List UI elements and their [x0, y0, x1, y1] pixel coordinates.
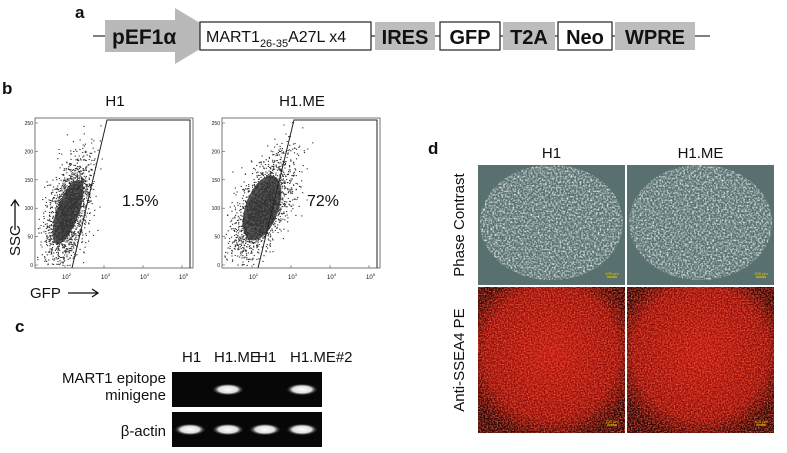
element-shade: [615, 22, 695, 50]
lane-label: H1: [257, 349, 276, 366]
element-label: T2A: [510, 27, 548, 49]
gate-percent: 1.5%: [122, 193, 158, 210]
x-tick-label: 104: [140, 272, 150, 281]
y-tick-label: 150: [212, 178, 221, 184]
text-part: 5: [186, 272, 189, 277]
plot-title: H1: [105, 93, 124, 110]
x-axis-label: GFP: [30, 285, 61, 302]
scatter-dots: [37, 125, 103, 266]
y-tick-label: 50: [27, 235, 33, 241]
text-part: 3: [108, 272, 111, 277]
x-tick-label: 102: [62, 272, 72, 281]
text-part: 4: [147, 272, 150, 277]
text-part: 4: [334, 272, 337, 277]
gate: [71, 119, 191, 269]
scale-bar-label: 100 μm: [754, 419, 768, 424]
gate-percent: 72%: [307, 193, 339, 210]
lane-label: H1.ME: [214, 349, 260, 366]
text-part: 10: [179, 275, 186, 281]
column-label: H1: [542, 145, 561, 162]
lane-label: H1.ME#2: [290, 349, 353, 366]
text-part: 2: [256, 272, 259, 277]
scale-bar-label: 100 μm: [605, 419, 619, 424]
y-tick-label: 250: [212, 121, 221, 127]
x-tick-label: 105: [366, 272, 376, 281]
text-part: MART1: [206, 29, 260, 46]
micrograph-speckle: [627, 287, 774, 433]
y-tick-label: 50: [214, 235, 220, 241]
element-label: WPRE: [625, 27, 685, 49]
gel-band: [212, 423, 244, 436]
y-axis-arrow: [10, 198, 20, 230]
promoter-arrow: [105, 8, 222, 64]
text-part: 10: [62, 275, 69, 281]
gel-band: [286, 423, 318, 436]
x-tick-label: 103: [288, 272, 298, 281]
x-tick-label: 105: [179, 272, 189, 281]
gel-band: [212, 383, 244, 396]
promoter-label: pEF1α: [112, 26, 176, 49]
element-box: [439, 21, 501, 51]
y-tick-label: 0: [217, 263, 220, 269]
panel-label: d: [428, 139, 438, 158]
text-part: 5: [373, 272, 376, 277]
insert-box: [199, 21, 372, 51]
y-axis-label: SSC: [7, 225, 24, 256]
y-tick-label: 100: [212, 206, 221, 212]
element-label: GFP: [449, 27, 490, 49]
element-box: [557, 21, 613, 51]
lane-label: H1: [182, 349, 201, 366]
gate: [257, 119, 378, 269]
scale-bar-label: 100 μm: [605, 271, 619, 276]
y-tick-label: 100: [25, 206, 34, 212]
gel-band: [286, 383, 318, 396]
text-part: 3: [295, 272, 298, 277]
element-shade: [375, 22, 435, 50]
plot-frame: [34, 117, 194, 269]
x-axis-arrow: [68, 288, 100, 298]
gel-row-label: MART1 epitope: [62, 370, 166, 387]
micrograph-speckle: [478, 287, 625, 433]
text-part: A27L x4: [288, 29, 346, 46]
row-label: Phase Contrast: [451, 172, 468, 276]
element-label: Neo: [566, 27, 604, 49]
panel-label: c: [15, 317, 24, 336]
text-part: 2: [69, 272, 72, 277]
text-part: 10: [101, 275, 108, 281]
x-tick-label: 103: [101, 272, 111, 281]
panel-label: b: [2, 79, 12, 98]
scale-bar-label: 100 μm: [754, 271, 768, 276]
x-tick-label: 102: [249, 272, 259, 281]
x-tick-label: 104: [327, 272, 337, 281]
plot-title: H1.ME: [279, 93, 325, 110]
micrograph-colony: [629, 165, 772, 280]
plot-frame: [221, 117, 381, 269]
y-tick-label: 250: [25, 121, 34, 127]
y-tick-label: 200: [25, 149, 34, 155]
element-shade: [503, 22, 555, 50]
micrograph-colony: [480, 165, 623, 280]
gel-row-label: β-actin: [121, 423, 166, 440]
column-label: H1.ME: [678, 145, 724, 162]
text-part: 10: [140, 275, 147, 281]
element-label: IRES: [382, 27, 429, 49]
text-part: 10: [327, 275, 334, 281]
gel-row-label: minigene: [105, 387, 166, 404]
y-tick-label: 0: [30, 263, 33, 269]
y-tick-label: 150: [25, 178, 34, 184]
y-tick-label: 200: [212, 149, 221, 155]
gel-band: [174, 423, 206, 436]
text-part: 26-35: [260, 38, 288, 50]
panel-label: a: [75, 3, 85, 22]
text-part: 10: [249, 275, 256, 281]
text-part: 10: [366, 275, 373, 281]
gel-band: [249, 423, 281, 436]
text-part: 10: [288, 275, 295, 281]
row-label: Anti-SSEA4 PE: [451, 308, 468, 411]
insert-label: MART126-35A27L x4: [206, 29, 346, 50]
